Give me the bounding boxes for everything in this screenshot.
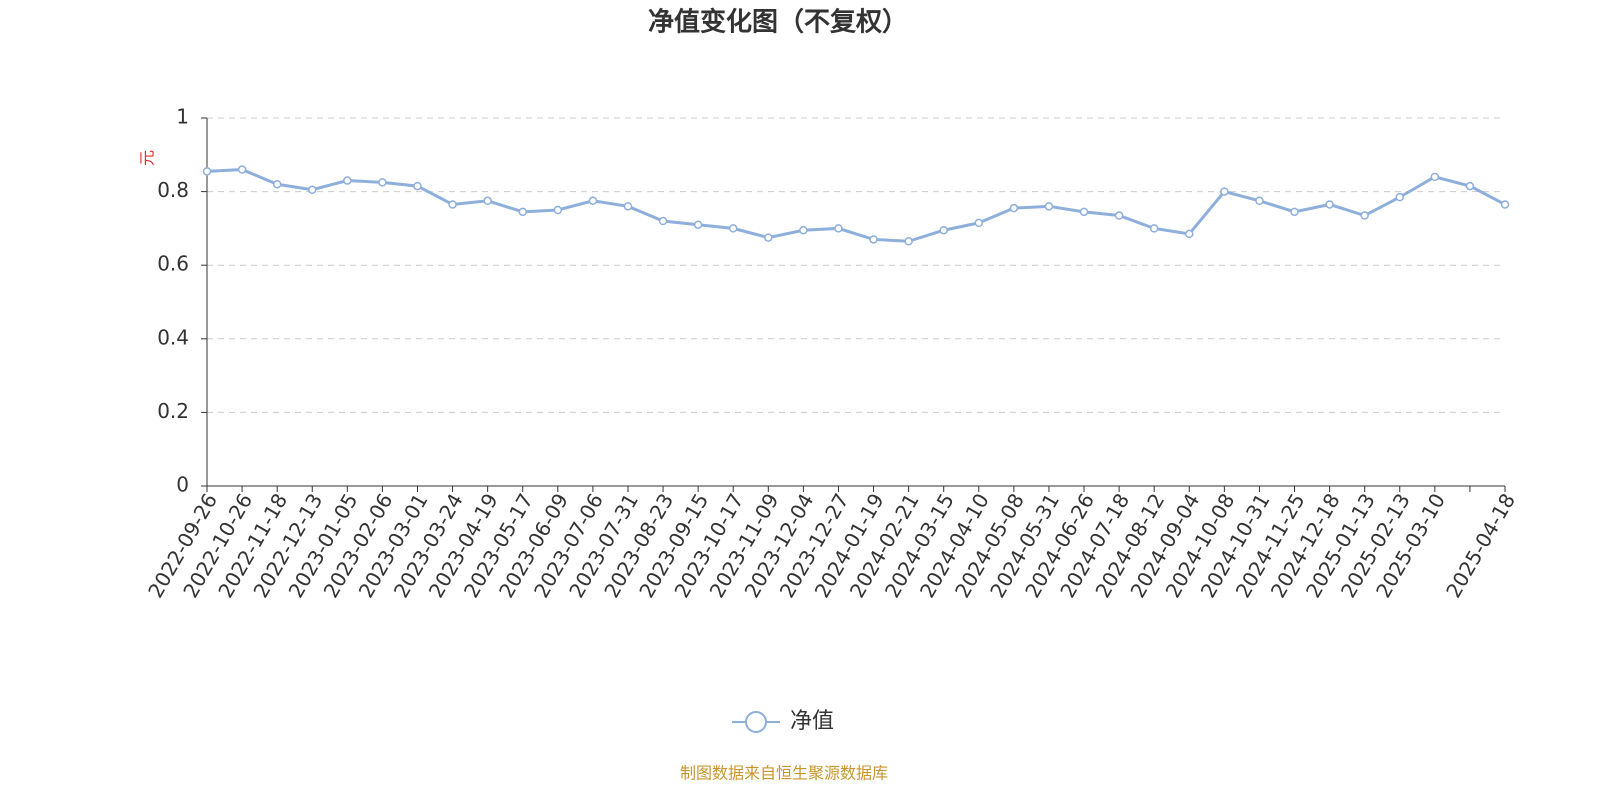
legend-marker [745, 711, 767, 733]
data-point [1149, 224, 1159, 233]
y-tick-label: 0.2 [157, 399, 189, 423]
data-point [343, 176, 352, 185]
data-point [413, 181, 422, 191]
data-point [1220, 187, 1229, 196]
data-point [834, 224, 843, 233]
data-point [553, 205, 563, 215]
data-point [202, 167, 212, 176]
data-point [483, 196, 492, 206]
data-point [1500, 200, 1510, 209]
data-point [974, 218, 984, 228]
data-point [1290, 207, 1299, 217]
x-tick-label: 2025-04-18 [1441, 489, 1520, 602]
series-line [206, 168, 1506, 243]
data-point [448, 200, 457, 209]
y-tick-label: 0 [176, 473, 189, 497]
data-point [1009, 203, 1019, 213]
data-point [1114, 211, 1124, 220]
data-point [237, 165, 247, 174]
y-axis-label: 元 [138, 150, 157, 166]
data-point [272, 179, 282, 189]
data-point [764, 233, 773, 242]
data-point [904, 237, 913, 246]
chart-title: 净值变化图（不复权） [648, 7, 908, 38]
data-point [1465, 181, 1475, 191]
data-point [658, 216, 668, 226]
data-point [1430, 172, 1440, 182]
y-tick-label: 0.4 [157, 325, 189, 349]
y-tick-label: 0.6 [157, 252, 189, 276]
data-point [869, 235, 878, 244]
data-point [693, 220, 703, 229]
data-point [1185, 229, 1194, 239]
data-point [1044, 202, 1054, 211]
data-point [799, 225, 808, 235]
data-point [588, 196, 598, 206]
data-point [1395, 192, 1405, 202]
y-tick-label: 0.8 [157, 178, 189, 202]
data-point [939, 225, 948, 235]
data-point [1325, 200, 1334, 209]
data-point [623, 202, 633, 211]
data-point [378, 178, 387, 187]
data-point [1255, 196, 1264, 206]
data-point [307, 185, 317, 195]
data-point [518, 207, 527, 217]
data-point [1079, 207, 1089, 217]
source-note: 制图数据来自恒生聚源数据库 [680, 764, 888, 783]
legend-label: 净值 [790, 709, 834, 734]
y-tick-label: 1 [176, 105, 189, 129]
data-point [728, 224, 738, 233]
data-point [1360, 211, 1369, 220]
